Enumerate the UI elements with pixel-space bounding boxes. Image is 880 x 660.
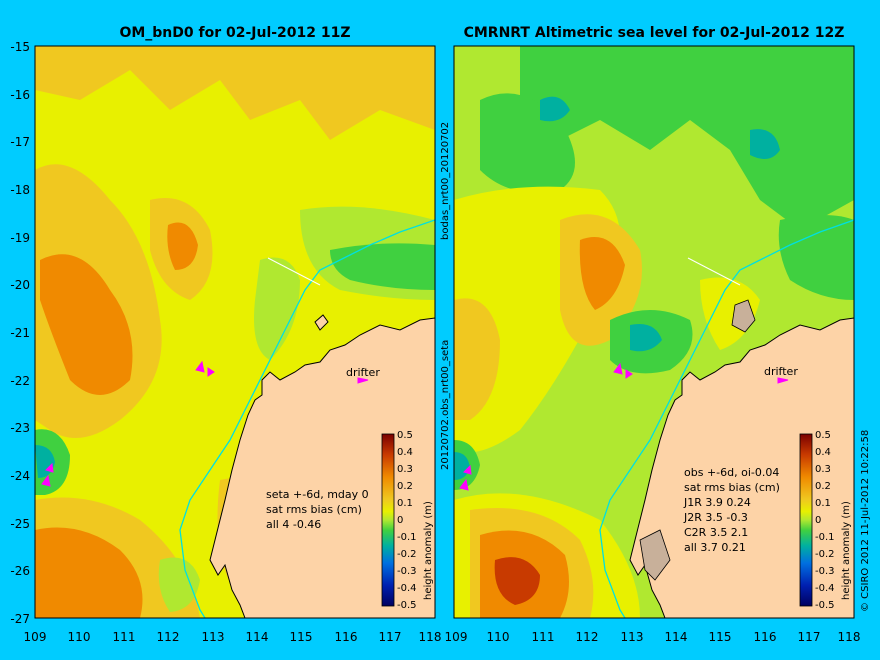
lat-tick-label: -18 (10, 183, 30, 197)
right-drifter-markers (459, 362, 789, 491)
lat-tick-label: -26 (10, 564, 30, 578)
left-map-panel: OM_bnD0 for 02-Jul-2012 11Z (10, 25, 441, 644)
colorbar-tick-label: -0.5 (397, 600, 417, 611)
lon-tick-label: 110 (68, 630, 91, 644)
left-colorbar: 0.5 0.4 0.3 0.2 0.1 0 -0.1 -0.2 -0.3 -0.… (381, 430, 434, 611)
colorbar-tick-label: 0.5 (815, 430, 831, 441)
colorbar-tick-label: 0.5 (397, 430, 413, 441)
left-transect-line (267, 257, 321, 286)
colorbar-tick-label: -0.1 (397, 532, 417, 543)
lat-tick-label: -25 (10, 517, 30, 531)
right-colorbar: 0.5 0.4 0.3 0.2 0.1 0 -0.1 -0.2 -0.3 -0.… (799, 430, 852, 611)
colorbar-tick-label: 0.1 (815, 498, 831, 509)
left-shelf-contour (179, 219, 435, 618)
right-anomaly-field (454, 46, 854, 618)
left-drifter-markers (41, 360, 369, 487)
right-map-frame (453, 45, 855, 619)
lon-tick-label: 118 (419, 630, 442, 644)
lon-tick-label: 113 (202, 630, 225, 644)
middle-obs-label: 20120702.obs_nrt00_seta (440, 340, 451, 470)
right-shelf-contour (599, 219, 854, 618)
colorbar-tick-label: 0.3 (815, 464, 831, 475)
colorbar-tick-label: 0.3 (397, 464, 413, 475)
colorbar-tick-label: 0.1 (397, 498, 413, 509)
lon-tick-label: 115 (290, 630, 313, 644)
colorbar-tick-label: 0.2 (397, 481, 413, 492)
lat-tick-label: -27 (10, 612, 30, 626)
lat-tick-label: -23 (10, 421, 30, 435)
lon-tick-label: 112 (157, 630, 180, 644)
svg-text:C2R 3.5 2.1: C2R 3.5 2.1 (684, 526, 748, 539)
colorbar-tick-label: 0 (397, 515, 403, 526)
left-lon-ticks: 109 110 111 112 113 114 115 116 117 118 (24, 630, 442, 644)
lat-tick-label: -22 (10, 374, 30, 388)
svg-text:sat rms bias (cm): sat rms bias (cm) (266, 503, 362, 516)
colorbar-tick-label: -0.1 (815, 532, 835, 543)
lat-tick-label: -16 (10, 88, 30, 102)
lat-tick-label: -17 (10, 135, 30, 149)
lon-tick-label: 109 (445, 630, 468, 644)
lat-tick-label: -20 (10, 278, 30, 292)
lon-tick-label: 112 (576, 630, 599, 644)
colorbar-tick-label: 0.2 (815, 481, 831, 492)
middle-run-label: bodas_nrt00_20120702 (440, 122, 451, 240)
colorbar-tick-label: 0.4 (397, 447, 413, 458)
lon-tick-label: 115 (709, 630, 732, 644)
svg-text:obs +-6d, oi-0.04: obs +-6d, oi-0.04 (684, 466, 779, 479)
right-drifter-label: drifter (764, 365, 798, 378)
lat-tick-label: -21 (10, 326, 30, 340)
lon-tick-label: 114 (246, 630, 269, 644)
left-stats-annotation: seta +-6d, mday 0 sat rms bias (cm) all … (266, 488, 369, 531)
left-land-mass (209, 317, 435, 618)
left-map-frame (34, 45, 436, 619)
lon-tick-label: 113 (621, 630, 644, 644)
colorbar-tick-label: 0.4 (815, 447, 831, 458)
lon-tick-label: 109 (24, 630, 47, 644)
colorbar-tick-label: -0.4 (815, 583, 835, 594)
right-panel-title: CMRNRT Altimetric sea level for 02-Jul-2… (464, 25, 845, 41)
right-tidal-flats (639, 299, 756, 581)
colorbar-title: height anomaly (m) (841, 501, 852, 600)
colorbar-tick-label: -0.5 (815, 600, 835, 611)
colorbar-tick-label: -0.3 (815, 566, 835, 577)
right-stats-annotation: obs +-6d, oi-0.04 sat rms bias (cm) J1R … (683, 466, 780, 554)
colorbar-tick-label: -0.2 (397, 549, 417, 560)
right-land-mass (629, 317, 854, 618)
colorbar-tick-label: 0 (815, 515, 821, 526)
colorbar-tick-label: -0.2 (815, 549, 835, 560)
svg-text:sat rms bias (cm): sat rms bias (cm) (684, 481, 780, 494)
svg-text:seta +-6d, mday 0: seta +-6d, mday 0 (266, 488, 369, 501)
right-lon-ticks: 109 110 111 112 113 114 115 116 117 118 (445, 630, 861, 644)
lon-tick-label: 116 (754, 630, 777, 644)
copyright-label: © CSIRO 2012 11-Jul-2012 10:22:58 (860, 430, 871, 612)
colorbar-tick-label: -0.4 (397, 583, 417, 594)
left-bay-island (314, 314, 329, 331)
lon-tick-label: 118 (838, 630, 861, 644)
lon-tick-label: 117 (379, 630, 402, 644)
svg-text:J1R 3.9 0.24: J1R 3.9 0.24 (683, 496, 751, 509)
left-drifter-label: drifter (346, 366, 380, 379)
lon-tick-label: 111 (532, 630, 555, 644)
lon-tick-label: 117 (798, 630, 821, 644)
left-panel-title: OM_bnD0 for 02-Jul-2012 11Z (119, 25, 350, 41)
svg-text:J2R 3.5 -0.3: J2R 3.5 -0.3 (683, 511, 748, 524)
lon-tick-label: 111 (113, 630, 136, 644)
lat-tick-label: -19 (10, 231, 30, 245)
svg-text:all 4 -0.46: all 4 -0.46 (266, 518, 321, 531)
lon-tick-label: 110 (487, 630, 510, 644)
colorbar-title: height anomaly (m) (423, 501, 434, 600)
colorbar-tick-label: -0.3 (397, 566, 417, 577)
svg-text:all 3.7 0.21: all 3.7 0.21 (684, 541, 746, 554)
right-map-panel: CMRNRT Altimetric sea level for 02-Jul-2… (445, 25, 861, 644)
lon-tick-label: 114 (665, 630, 688, 644)
lon-tick-label: 116 (335, 630, 358, 644)
lat-tick-label: -24 (10, 469, 30, 483)
left-lat-ticks: -15 -16 -17 -18 -19 -20 -21 -22 -23 -24 … (10, 40, 30, 626)
lat-tick-label: -15 (10, 40, 30, 54)
right-transect-line (687, 257, 741, 286)
